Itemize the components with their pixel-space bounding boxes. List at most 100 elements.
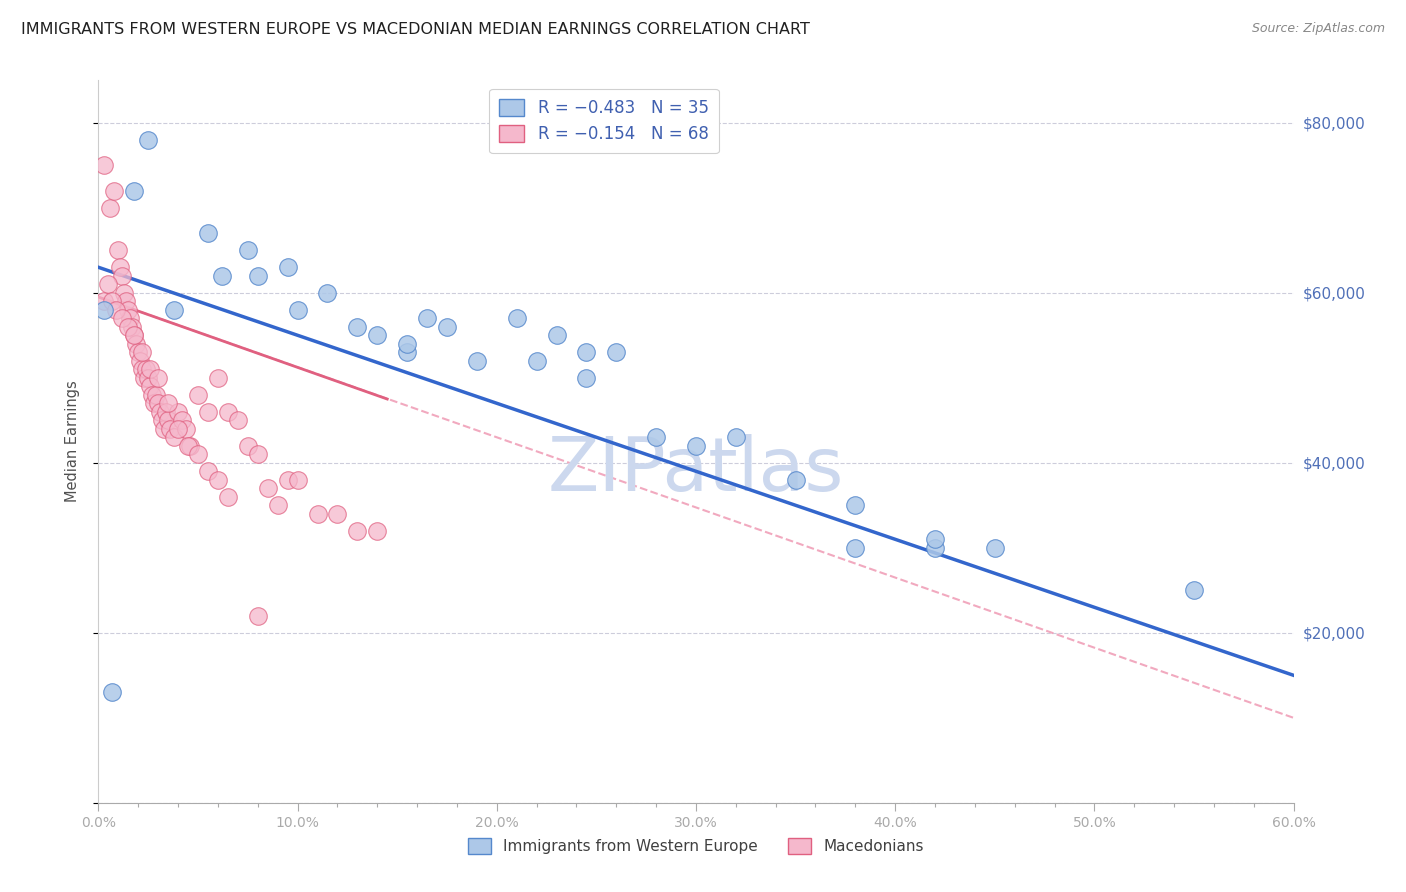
Point (105, 302, 128, 317)
Point (153, 422, 176, 436)
Point (506, 311, 529, 326)
Point (366, 328, 388, 343)
Point (396, 336, 419, 351)
Point (120, 311, 142, 326)
Point (177, 439, 200, 453)
Point (127, 345, 149, 359)
Point (179, 439, 201, 453)
Point (139, 362, 162, 376)
Text: IMMIGRANTS FROM WESTERN EUROPE VS MACEDONIAN MEDIAN EARNINGS CORRELATION CHART: IMMIGRANTS FROM WESTERN EUROPE VS MACEDO… (21, 22, 810, 37)
Point (110, 260, 132, 275)
Point (167, 422, 190, 436)
Point (187, 447, 209, 461)
Point (93, 302, 115, 317)
Point (246, 447, 269, 461)
Point (326, 507, 349, 521)
Point (844, 541, 866, 555)
Text: ZIPatlas: ZIPatlas (548, 434, 844, 507)
Text: Source: ZipAtlas.com: Source: ZipAtlas.com (1251, 22, 1385, 36)
Point (197, 464, 219, 478)
Point (197, 405, 219, 419)
Point (145, 388, 167, 402)
Point (172, 413, 194, 427)
Point (277, 260, 299, 275)
Point (246, 608, 269, 623)
Point (346, 524, 368, 538)
Point (287, 473, 309, 487)
Point (724, 430, 747, 444)
Point (416, 311, 439, 326)
Point (1182, 583, 1205, 598)
Y-axis label: Median Earnings: Median Earnings (65, 381, 80, 502)
Point (685, 439, 707, 453)
Point (984, 541, 1007, 555)
Point (163, 430, 186, 444)
Point (197, 227, 219, 241)
Point (97, 277, 120, 292)
Point (207, 371, 229, 385)
Point (129, 353, 152, 368)
Point (124, 184, 146, 198)
Point (346, 319, 368, 334)
Point (117, 319, 139, 334)
Point (141, 388, 163, 402)
Point (174, 422, 197, 436)
Point (111, 268, 134, 283)
Point (436, 319, 458, 334)
Point (148, 396, 170, 410)
Point (366, 524, 388, 538)
Point (157, 413, 180, 427)
Point (131, 345, 153, 359)
Point (93, 158, 115, 172)
Point (207, 473, 229, 487)
Point (256, 481, 278, 495)
Point (124, 328, 146, 343)
Point (924, 533, 946, 547)
Point (924, 541, 946, 555)
Point (226, 413, 249, 427)
Point (111, 311, 134, 326)
Point (131, 362, 153, 376)
Point (101, 685, 124, 699)
Point (236, 244, 259, 258)
Point (149, 405, 172, 419)
Point (93, 294, 115, 309)
Point (465, 353, 488, 368)
Point (287, 302, 309, 317)
Point (844, 498, 866, 512)
Point (124, 328, 146, 343)
Point (187, 388, 209, 402)
Point (526, 353, 548, 368)
Point (139, 379, 162, 393)
Point (246, 268, 269, 283)
Point (155, 405, 177, 419)
Point (163, 302, 186, 317)
Point (115, 294, 138, 309)
Point (277, 473, 299, 487)
Point (98, 201, 122, 215)
Point (136, 371, 159, 385)
Point (575, 345, 598, 359)
Point (107, 244, 129, 258)
Point (316, 285, 339, 300)
Point (150, 413, 173, 427)
Point (605, 345, 627, 359)
Point (103, 184, 125, 198)
Point (143, 396, 166, 410)
Point (211, 268, 233, 283)
Point (136, 133, 159, 147)
Point (148, 371, 170, 385)
Point (217, 405, 239, 419)
Point (645, 430, 668, 444)
Point (135, 362, 157, 376)
Point (267, 498, 290, 512)
Point (575, 371, 598, 385)
Point (785, 473, 807, 487)
Point (112, 285, 135, 300)
Point (396, 345, 419, 359)
Point (157, 396, 180, 410)
Point (125, 336, 148, 351)
Point (546, 328, 568, 343)
Point (134, 371, 156, 385)
Point (101, 294, 124, 309)
